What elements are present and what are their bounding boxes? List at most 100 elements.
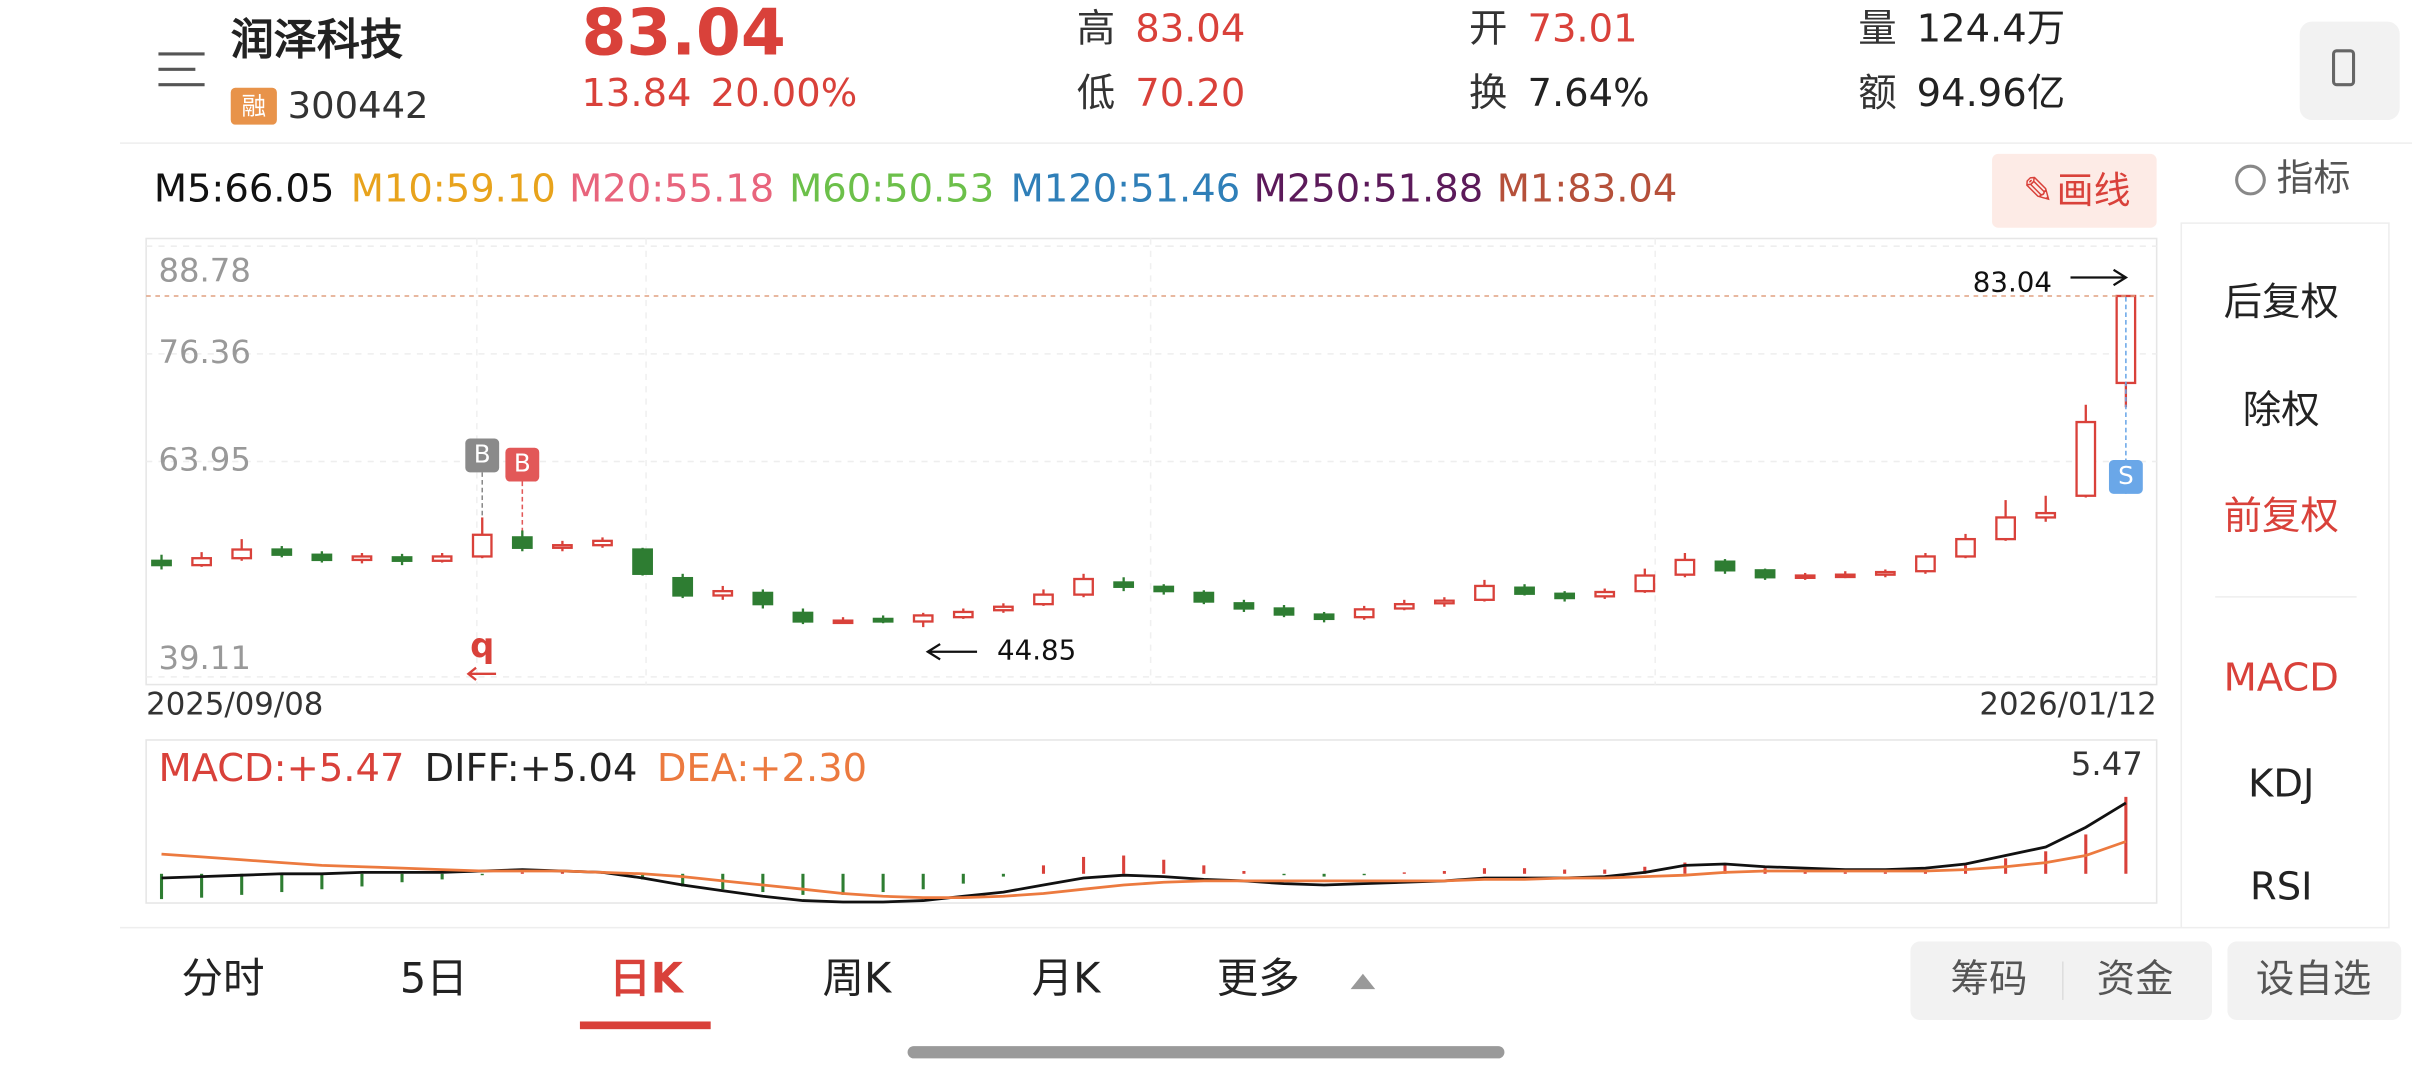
signal: B <box>514 449 531 478</box>
candle-body <box>1554 592 1576 600</box>
tab[interactable]: 日K <box>609 953 685 1002</box>
candle-body <box>1794 574 1816 579</box>
signal: B <box>474 439 491 468</box>
stat-label: 开 <box>1469 6 1507 51</box>
arrow <box>925 643 978 661</box>
side-item[interactable]: 除权 <box>2243 388 2320 433</box>
side-item[interactable]: MACD <box>2224 655 2339 700</box>
candle-body <box>993 605 1014 612</box>
stat-value: 7.64% <box>1527 71 1649 116</box>
tab[interactable]: 月K <box>1032 953 1103 1002</box>
stock-name: 润泽科技 <box>231 16 403 66</box>
candle-body <box>632 548 653 575</box>
y-tick-label: 39.11 <box>158 639 250 677</box>
candle-body <box>1474 584 1495 601</box>
stock-code: 300442 <box>288 84 429 127</box>
stat-value: 70.20 <box>1135 71 1245 116</box>
candle-body <box>1514 586 1535 595</box>
badge <box>230 87 277 125</box>
candle-body <box>311 553 333 562</box>
peak-label: 5.47 <box>2071 745 2143 783</box>
stat-label: 额 <box>1858 71 1896 116</box>
candle-body <box>391 556 413 562</box>
candle-body <box>1874 570 1896 576</box>
ma-label: M5:66.05 <box>154 166 335 211</box>
x-label: 2026/01/12 <box>1979 687 2156 723</box>
home-indicator <box>907 1046 1505 1059</box>
stats: 高 83.04 低 70.20 开 73.01 换 7.64% 量 124.4万额 94.96亿 <box>1077 6 2065 116</box>
bottom-button[interactable]: 筹码 <box>1951 957 2028 1002</box>
candle-body <box>1033 593 1054 606</box>
stat-label: 量 <box>1858 6 1896 51</box>
candle-body <box>672 576 694 597</box>
y-tick-label: 63.95 <box>158 441 250 479</box>
draw-button[interactable] <box>1992 153 2157 228</box>
candle-body <box>1995 516 2016 541</box>
y-tick-label: 88.78 <box>158 251 250 289</box>
tab[interactable]: 5日 <box>400 953 468 1002</box>
annotation: 83.04 <box>1973 266 2052 299</box>
x-label: 2025/09/08 <box>146 687 323 723</box>
stat-label: 低 <box>1077 71 1115 116</box>
arrow <box>2070 268 2129 287</box>
side-panel <box>2180 222 2390 929</box>
tab[interactable]: 分时 <box>182 953 265 1002</box>
bottom-button[interactable]: 资金 <box>2097 957 2174 1002</box>
y-tick-label: 76.36 <box>158 333 250 371</box>
dea-title: DEA:+2.30 <box>657 746 867 791</box>
bottom-button[interactable]: 设自选 <box>2256 957 2371 1002</box>
bottom-buttons: 筹码 资金 设自选 <box>1951 957 2372 1002</box>
badge-text: 融 <box>242 92 267 121</box>
candle-body <box>2075 420 2097 497</box>
stat-label: 换 <box>1469 71 1507 116</box>
macd-frame <box>145 739 2158 904</box>
change: 13.84 <box>581 71 691 116</box>
signal-badge <box>2108 460 2143 494</box>
diff-line <box>161 801 2127 904</box>
stat-value: 73.01 <box>1527 6 1637 51</box>
indicator-icon <box>2235 164 2266 196</box>
candle-body <box>1073 577 1094 596</box>
candle-body <box>511 536 533 549</box>
candle-body <box>872 617 894 623</box>
kline: 39.11 63.95 76.36 88.78 2025/09/08 2026/01/12… <box>146 238 2157 723</box>
candle-body <box>151 559 172 567</box>
candle-body <box>1153 585 1175 593</box>
side-item[interactable]: 前复权 <box>2224 494 2339 539</box>
dea-line <box>161 840 2127 900</box>
candle-body <box>1834 573 1856 579</box>
side-item[interactable]: KDJ <box>2248 762 2314 807</box>
device-button[interactable] <box>2299 21 2400 121</box>
stat-value: 83.04 <box>1135 6 1245 51</box>
signal: S <box>2118 461 2134 490</box>
diff-title: DIFF:+5.04 <box>425 746 638 791</box>
tabs: 分时 5日 日K 周K 月K 更多 <box>182 953 1376 1030</box>
candle-body <box>832 619 854 625</box>
tab[interactable]: 周K <box>822 953 893 1002</box>
candle-body <box>952 610 974 619</box>
side-item[interactable]: 后复权 <box>2224 280 2339 325</box>
candle-body <box>1955 537 1976 558</box>
candle-body <box>1594 590 1616 598</box>
candle-body <box>1353 608 1375 619</box>
candle-body <box>1313 613 1335 621</box>
ma-label: M1:83.04 <box>1497 166 1678 211</box>
candle-body <box>592 539 613 547</box>
candle-body <box>1393 602 1415 610</box>
more-caret <box>1350 973 1376 990</box>
annotation: 44.85 <box>997 634 1076 667</box>
signal-badge <box>505 447 540 482</box>
ma-label: M10:59.10 <box>351 166 556 211</box>
tab[interactable]: 更多 <box>1217 953 1300 1002</box>
candle-body <box>271 548 293 556</box>
macd-title: MACD:+5.47 <box>158 746 404 791</box>
candle-body <box>471 533 493 558</box>
candle-body <box>191 557 212 567</box>
indicator-text[interactable]: 指标 <box>2277 157 2351 200</box>
side-item[interactable]: RSI <box>2250 865 2312 910</box>
candle-body <box>712 589 734 597</box>
candle-body <box>1193 591 1215 603</box>
menu-icon[interactable] <box>158 52 205 87</box>
